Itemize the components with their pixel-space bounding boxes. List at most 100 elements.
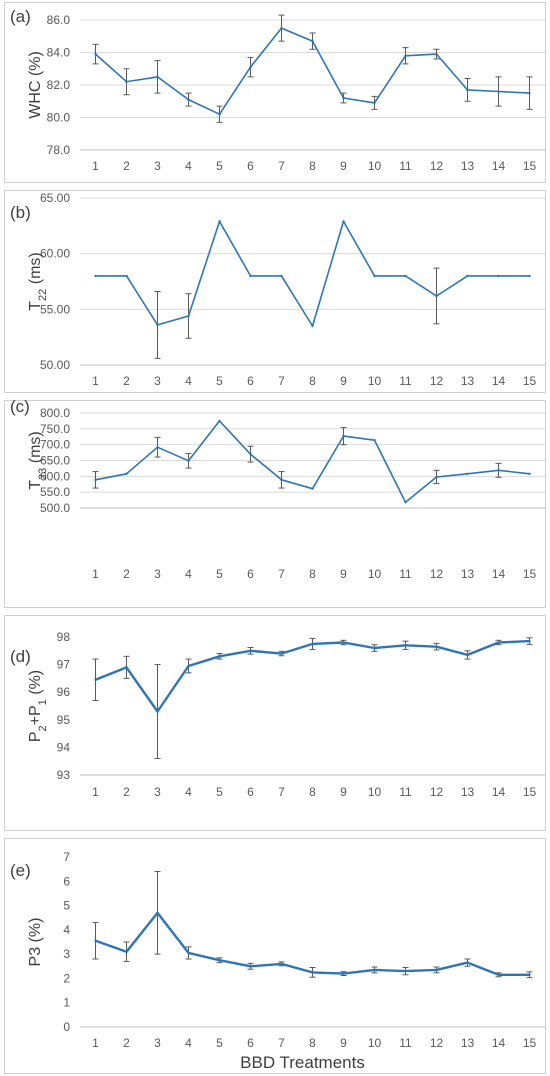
x-tick-label: 12 bbox=[430, 1036, 444, 1050]
x-tick-label: 14 bbox=[492, 1036, 506, 1050]
x-tick-label: 10 bbox=[368, 785, 382, 799]
y-tick-label: 3 bbox=[63, 947, 70, 961]
data-point bbox=[249, 965, 252, 968]
x-tick-label: 15 bbox=[523, 567, 537, 581]
x-tick-label: 15 bbox=[523, 159, 537, 173]
y-axis-label: T23 (ms) bbox=[27, 431, 49, 489]
data-point bbox=[218, 655, 221, 658]
x-tick-label: 5 bbox=[216, 1036, 223, 1050]
data-point bbox=[156, 446, 159, 449]
x-tick-label: 3 bbox=[154, 567, 161, 581]
y-tick-label: 96 bbox=[57, 685, 71, 699]
y-tick-label: 7 bbox=[63, 850, 70, 864]
y-tick-label: 500.0 bbox=[40, 501, 70, 515]
y-tick-label: 80.0 bbox=[47, 111, 71, 125]
x-tick-label: 2 bbox=[123, 1036, 130, 1050]
x-tick-label: 12 bbox=[430, 785, 444, 799]
data-point bbox=[125, 950, 128, 953]
x-tick-label: 9 bbox=[340, 1036, 347, 1050]
x-tick-label: 5 bbox=[216, 785, 223, 799]
x-tick-label: 14 bbox=[492, 785, 506, 799]
y-tick-label: 550.0 bbox=[40, 485, 70, 499]
x-tick-label: 1 bbox=[92, 1036, 99, 1050]
x-tick-label: 7 bbox=[278, 785, 285, 799]
x-tick-label: 7 bbox=[278, 1036, 285, 1050]
x-tick-label: 13 bbox=[461, 785, 475, 799]
data-point bbox=[342, 641, 345, 644]
data-point bbox=[94, 678, 97, 681]
x-tick-label: 1 bbox=[92, 785, 99, 799]
data-point bbox=[187, 98, 190, 101]
x-tick-label: 9 bbox=[340, 374, 347, 388]
x-tick-label: 3 bbox=[154, 159, 161, 173]
y-tick-label: 4 bbox=[63, 923, 70, 937]
data-point bbox=[311, 971, 314, 974]
data-point bbox=[125, 472, 128, 475]
y-axis-label: P3 (%) bbox=[27, 918, 44, 967]
x-tick-label: 6 bbox=[247, 159, 254, 173]
x-tick-label: 3 bbox=[154, 785, 161, 799]
y-tick-label: 60.00 bbox=[40, 247, 70, 261]
data-point bbox=[342, 220, 345, 223]
data-point bbox=[280, 478, 283, 482]
data-point bbox=[466, 88, 469, 92]
data-point bbox=[404, 54, 407, 57]
x-tick-label: 10 bbox=[368, 374, 382, 388]
x-tick-label: 3 bbox=[154, 1036, 161, 1050]
x-tick-label: 1 bbox=[92, 567, 99, 581]
panel-border bbox=[4, 400, 546, 608]
y-tick-label: 86.0 bbox=[47, 13, 71, 27]
y-tick-label: 98 bbox=[57, 630, 71, 644]
data-point bbox=[218, 419, 221, 423]
data-point bbox=[187, 951, 190, 955]
x-tick-label: 6 bbox=[247, 785, 254, 799]
data-point bbox=[497, 641, 500, 644]
data-point bbox=[466, 653, 469, 657]
x-tick-label: 5 bbox=[216, 159, 223, 173]
y-tick-label: 0 bbox=[63, 1020, 70, 1034]
x-tick-label: 4 bbox=[185, 159, 192, 173]
x-tick-label: 13 bbox=[461, 374, 475, 388]
data-point bbox=[156, 710, 159, 713]
data-point bbox=[404, 644, 407, 647]
panel-label: (a) bbox=[10, 7, 31, 26]
data-point bbox=[373, 968, 376, 972]
x-tick-label: 6 bbox=[247, 374, 254, 388]
data-point bbox=[280, 274, 283, 278]
panel-label: (d) bbox=[10, 647, 31, 666]
x-tick-label: 14 bbox=[492, 159, 506, 173]
x-tick-label: 6 bbox=[247, 1036, 254, 1050]
x-tick-label: 10 bbox=[368, 567, 382, 581]
data-point bbox=[311, 324, 314, 328]
series-line bbox=[95, 420, 530, 504]
x-tick-label: 11 bbox=[399, 159, 412, 173]
x-tick-label: 2 bbox=[123, 785, 130, 799]
x-tick-label: 3 bbox=[154, 374, 161, 388]
data-point bbox=[466, 961, 469, 964]
data-point bbox=[187, 664, 190, 668]
data-point bbox=[94, 274, 97, 278]
data-point bbox=[218, 113, 221, 116]
data-point bbox=[280, 26, 283, 30]
x-tick-label: 10 bbox=[368, 159, 382, 173]
panel-border bbox=[4, 190, 546, 393]
x-tick-label: 2 bbox=[123, 374, 130, 388]
y-axis-label: P2+P1 (%) bbox=[27, 670, 49, 742]
y-tick-label: 700.0 bbox=[40, 438, 70, 452]
data-point bbox=[497, 973, 500, 976]
x-tick-label: 9 bbox=[340, 159, 347, 173]
y-tick-label: 750.0 bbox=[40, 422, 70, 436]
data-point bbox=[94, 939, 97, 942]
data-point bbox=[528, 91, 531, 95]
data-point bbox=[94, 52, 97, 56]
data-point bbox=[528, 472, 531, 475]
data-point bbox=[373, 439, 376, 442]
panel-border bbox=[4, 615, 546, 831]
data-point bbox=[249, 452, 252, 456]
panel-label: (c) bbox=[10, 397, 30, 416]
y-tick-label: 50.00 bbox=[40, 358, 70, 372]
x-tick-label: 2 bbox=[123, 159, 130, 173]
x-tick-label: 9 bbox=[340, 785, 347, 799]
data-point bbox=[528, 973, 531, 976]
